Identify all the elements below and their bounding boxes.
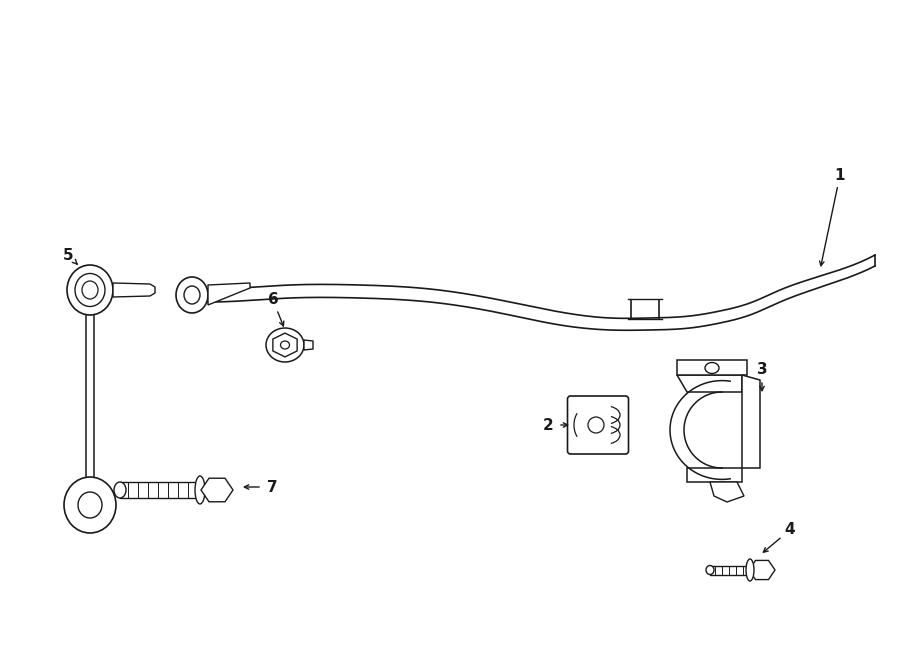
Ellipse shape [281, 341, 290, 349]
Text: 6: 6 [267, 293, 278, 307]
Polygon shape [304, 340, 313, 350]
Polygon shape [273, 333, 297, 357]
Polygon shape [742, 375, 760, 468]
Polygon shape [749, 561, 775, 580]
Ellipse shape [176, 277, 208, 313]
Text: 1: 1 [835, 167, 845, 182]
Polygon shape [113, 283, 155, 297]
Polygon shape [687, 468, 742, 482]
Ellipse shape [114, 482, 126, 498]
FancyBboxPatch shape [568, 396, 628, 454]
Ellipse shape [67, 265, 113, 315]
Ellipse shape [195, 476, 205, 504]
Text: 4: 4 [785, 522, 796, 537]
Text: 5: 5 [63, 247, 73, 262]
Polygon shape [208, 283, 250, 305]
Polygon shape [710, 482, 744, 502]
Ellipse shape [746, 559, 754, 581]
Ellipse shape [266, 328, 304, 362]
Ellipse shape [705, 362, 719, 373]
Text: 3: 3 [757, 362, 768, 377]
Text: 7: 7 [266, 479, 277, 494]
Ellipse shape [706, 566, 714, 574]
Ellipse shape [75, 274, 105, 307]
Polygon shape [677, 360, 747, 375]
Polygon shape [120, 482, 200, 498]
Polygon shape [201, 478, 233, 502]
Text: 2: 2 [543, 418, 553, 432]
Polygon shape [710, 566, 748, 574]
Polygon shape [677, 375, 742, 392]
Ellipse shape [64, 477, 116, 533]
